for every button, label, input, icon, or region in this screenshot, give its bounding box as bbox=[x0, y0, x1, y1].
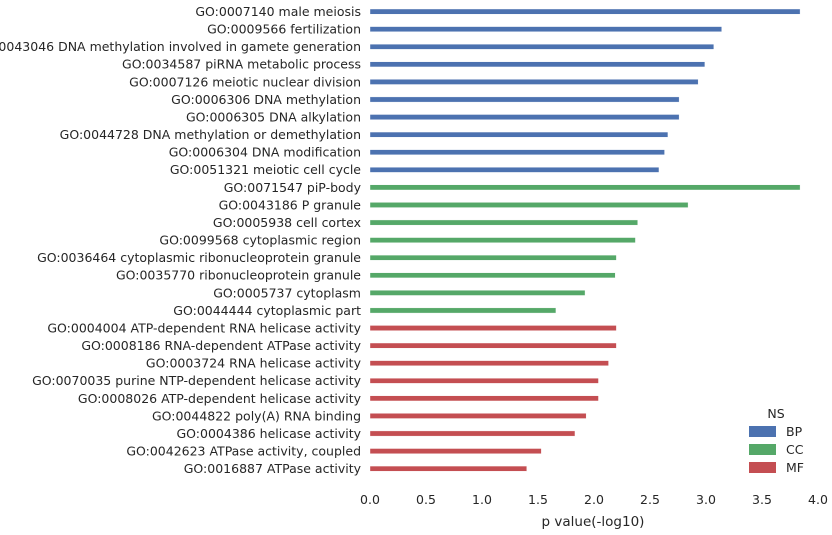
category-label: GO:0007140 male meiosis bbox=[195, 4, 361, 19]
x-tick-label: 0.0 bbox=[360, 492, 380, 507]
bar-cc bbox=[369, 219, 638, 226]
category-label: GO:0006306 DNA methylation bbox=[171, 92, 361, 107]
legend-label-bp: BP bbox=[786, 424, 803, 439]
x-tick-label: 0.5 bbox=[416, 492, 436, 507]
bar-cc bbox=[369, 237, 636, 243]
category-label: GO:0003724 RNA helicase activity bbox=[146, 356, 362, 371]
legend-label-mf: MF bbox=[786, 460, 804, 475]
bar-mf bbox=[369, 395, 599, 402]
category-label: GO:0042623 ATPase activity, coupled bbox=[126, 444, 361, 459]
bar-bp bbox=[369, 8, 801, 15]
x-tick-label: 3.0 bbox=[696, 492, 716, 507]
category-label: GO:0099568 cytoplasmic region bbox=[159, 233, 361, 248]
bar-cc bbox=[369, 290, 586, 296]
category-label: GO:0034587 piRNA metabolic process bbox=[122, 57, 361, 72]
category-label: GO:0044444 cytoplasmic part bbox=[173, 303, 361, 318]
category-label: GO:0004386 helicase activity bbox=[176, 426, 361, 441]
category-label: GO:0004004 ATP-dependent RNA helicase ac… bbox=[47, 320, 361, 335]
bar-mf bbox=[369, 342, 617, 349]
x-tick-label: 2.0 bbox=[584, 492, 604, 507]
bar-bp bbox=[369, 61, 706, 68]
legend: NS BP CC MF bbox=[749, 406, 804, 475]
bar-cc bbox=[369, 307, 557, 314]
bar-mf bbox=[369, 448, 542, 454]
category-label: GO:0044728 DNA methylation or demethylat… bbox=[60, 127, 361, 142]
bar-bp bbox=[369, 167, 660, 173]
legend-swatch-mf bbox=[749, 462, 776, 473]
bar-mf bbox=[369, 465, 528, 472]
category-label: GO:0009566 fertilization bbox=[207, 22, 361, 37]
category-label: GO:0051321 meiotic cell cycle bbox=[170, 162, 361, 177]
category-label: GO:0043186 P granule bbox=[219, 197, 362, 212]
bar-mf bbox=[369, 377, 599, 384]
category-label: GO:0008026 ATP-dependent helicase activi… bbox=[78, 391, 362, 406]
legend-title: NS bbox=[767, 406, 784, 421]
x-axis: 0.0 0.5 1.0 1.5 2.0 2.5 3.0 3.5 4.0 bbox=[360, 492, 828, 507]
category-label: GO:0044822 poly(A) RNA binding bbox=[152, 408, 361, 423]
legend-swatch-cc bbox=[749, 444, 776, 455]
x-tick-label: 1.0 bbox=[472, 492, 492, 507]
x-tick-label: 2.5 bbox=[640, 492, 660, 507]
category-label: GO:0071547 piP-body bbox=[224, 180, 362, 195]
category-labels: GO:0007140 male meiosis GO:0009566 fertil… bbox=[0, 4, 362, 476]
x-axis-title: p value(-log10) bbox=[542, 514, 645, 530]
bar-bp bbox=[369, 96, 680, 103]
bar-bp bbox=[369, 114, 680, 120]
category-label: GO:0016887 ATPase activity bbox=[184, 461, 362, 476]
category-label: GO:0035770 ribonucleoprotein granule bbox=[116, 268, 361, 283]
bar-mf bbox=[369, 413, 587, 419]
bar-cc bbox=[369, 202, 689, 208]
category-label: GO:0070035 purine NTP-dependent helicase… bbox=[32, 373, 362, 388]
bar-mf bbox=[369, 325, 617, 331]
category-label: GO:0007126 meiotic nuclear division bbox=[129, 74, 361, 89]
bars-layer bbox=[369, 8, 801, 472]
x-tick-label: 4.0 bbox=[808, 492, 828, 507]
bar-mf bbox=[369, 430, 576, 437]
bar-bp bbox=[369, 26, 722, 32]
category-label: GO:0006304 DNA modification bbox=[169, 145, 361, 160]
bar-cc bbox=[369, 184, 801, 191]
bar-bp bbox=[369, 149, 665, 156]
bar-bp bbox=[369, 43, 715, 50]
bar-cc bbox=[369, 254, 617, 261]
category-label: GO:0005737 cytoplasm bbox=[213, 285, 361, 300]
legend-swatch-bp bbox=[749, 426, 776, 437]
category-label: GO:0036464 cytoplasmic ribonucleoprotein… bbox=[37, 250, 361, 265]
category-label: GO:0043046 DNA methylation involved in g… bbox=[0, 39, 361, 54]
bar-bp bbox=[369, 131, 669, 138]
bar-bp bbox=[369, 79, 699, 85]
x-tick-label: 1.5 bbox=[528, 492, 548, 507]
x-tick-label: 3.5 bbox=[752, 492, 772, 507]
bar-cc bbox=[369, 272, 616, 279]
category-label: GO:0006305 DNA alkylation bbox=[186, 109, 361, 124]
category-label: GO:0008186 RNA-dependent ATPase activity bbox=[81, 338, 361, 353]
category-label: GO:0005938 cell cortex bbox=[213, 215, 361, 230]
legend-label-cc: CC bbox=[786, 442, 804, 457]
bar-mf bbox=[369, 360, 609, 367]
